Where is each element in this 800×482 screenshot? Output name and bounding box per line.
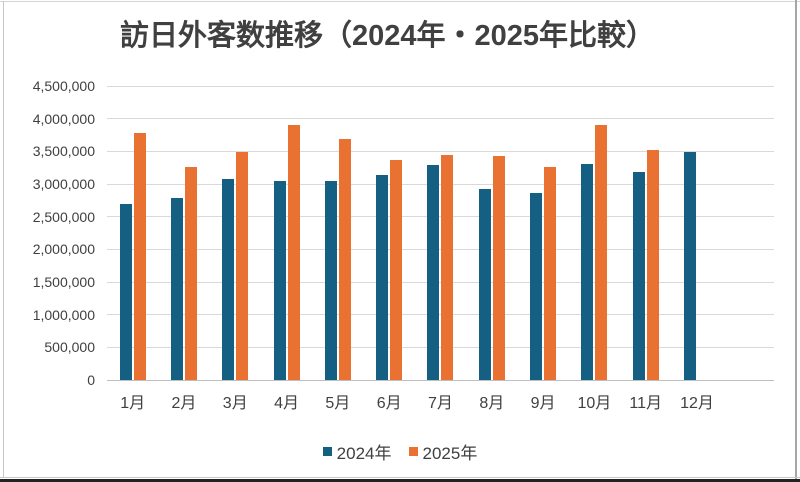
gridline [107, 183, 774, 185]
x-axis-category-label: 9月 [530, 395, 556, 412]
legend-label-2024: 2024年 [336, 444, 392, 463]
gridline [107, 118, 774, 120]
gridline [107, 150, 774, 152]
x-axis-category-label: 11月 [629, 395, 663, 412]
bar-group [415, 86, 466, 380]
bar-2025-9 [544, 167, 557, 380]
legend-item-2025: 2025年 [408, 439, 478, 464]
bar-group [158, 86, 209, 380]
bar-2025-5 [338, 138, 351, 380]
bar-group [620, 86, 671, 380]
gridline [107, 346, 774, 348]
legend: 2024年 2025年 [0, 439, 800, 464]
gridline [107, 85, 774, 87]
x-axis-category-label: 5月 [325, 395, 351, 412]
bar-2025-1 [133, 133, 146, 380]
bar-2024-1 [119, 204, 132, 380]
legend-item-2024: 2024年 [322, 439, 392, 464]
bar-group [517, 86, 568, 380]
x-axis-category-label: 3月 [222, 395, 248, 412]
bar-2025-8 [492, 155, 505, 380]
x-axis-category-label: 8月 [479, 395, 505, 412]
bar-group [107, 86, 158, 380]
y-axis-tick-label: 4,500,000 [32, 78, 95, 94]
bar-2025-10 [595, 125, 608, 380]
bar-group [312, 86, 363, 380]
chart-title: 訪日外客数推移（2024年・2025年比較） [119, 20, 656, 52]
x-axis-category-label: 2月 [171, 395, 197, 412]
x-axis-line [107, 379, 774, 381]
gridline [107, 248, 774, 250]
bar-2025-4 [287, 124, 300, 380]
bar-2025-6 [390, 159, 403, 380]
y-axis-tick-label: 1,000,000 [32, 306, 95, 323]
y-axis-tick-label: 1,500,000 [32, 274, 95, 290]
y-axis-tick-label: 0 [87, 372, 95, 388]
bar-2024-3 [222, 178, 235, 380]
gridline [107, 281, 774, 283]
y-axis-tick-label: 2,500,000 [32, 208, 95, 225]
bar-2025-3 [236, 152, 249, 380]
bar-group [569, 86, 620, 380]
bar-2024-5 [324, 181, 337, 380]
y-axis-tick-label: 3,000,000 [32, 176, 95, 192]
bar-2024-11 [632, 172, 645, 380]
bar-2024-4 [273, 181, 286, 380]
y-axis-tick-label: 4,000,000 [32, 110, 95, 127]
bar-group [364, 86, 415, 380]
x-axis-category-label: 4月 [274, 395, 300, 412]
bar-group [671, 86, 722, 380]
bar-group [210, 86, 261, 380]
y-axis-tick-label: 3,500,000 [32, 143, 95, 160]
legend-label-2025: 2025年 [422, 444, 478, 463]
bar-2024-2 [170, 197, 183, 380]
bar-2025-7 [441, 155, 454, 380]
bar-2024-12 [684, 152, 697, 380]
bar-2024-9 [530, 192, 543, 380]
y-axis-tick-label: 2,000,000 [32, 241, 95, 258]
bar-2024-6 [376, 174, 389, 380]
x-axis-category-label: 1月 [120, 395, 146, 412]
bar-2024-8 [478, 188, 491, 380]
gridline [107, 216, 774, 218]
bar-2024-10 [581, 163, 594, 380]
x-axis-category-label: 10月 [577, 395, 612, 412]
legend-swatch-2025 [408, 447, 418, 456]
bar-group [466, 86, 517, 380]
y-axis-tick-label: 500,000 [44, 339, 95, 356]
bar-2025-2 [184, 167, 197, 380]
legend-swatch-2024 [322, 447, 332, 456]
x-axis-category-label: 6月 [376, 395, 402, 412]
x-axis-category-label: 7月 [428, 395, 453, 412]
bar-2025-11 [646, 150, 659, 380]
x-axis-category-label: 12月 [680, 395, 714, 412]
gridline [107, 314, 774, 316]
bar-group [261, 86, 312, 380]
bar-2024-7 [427, 165, 440, 380]
